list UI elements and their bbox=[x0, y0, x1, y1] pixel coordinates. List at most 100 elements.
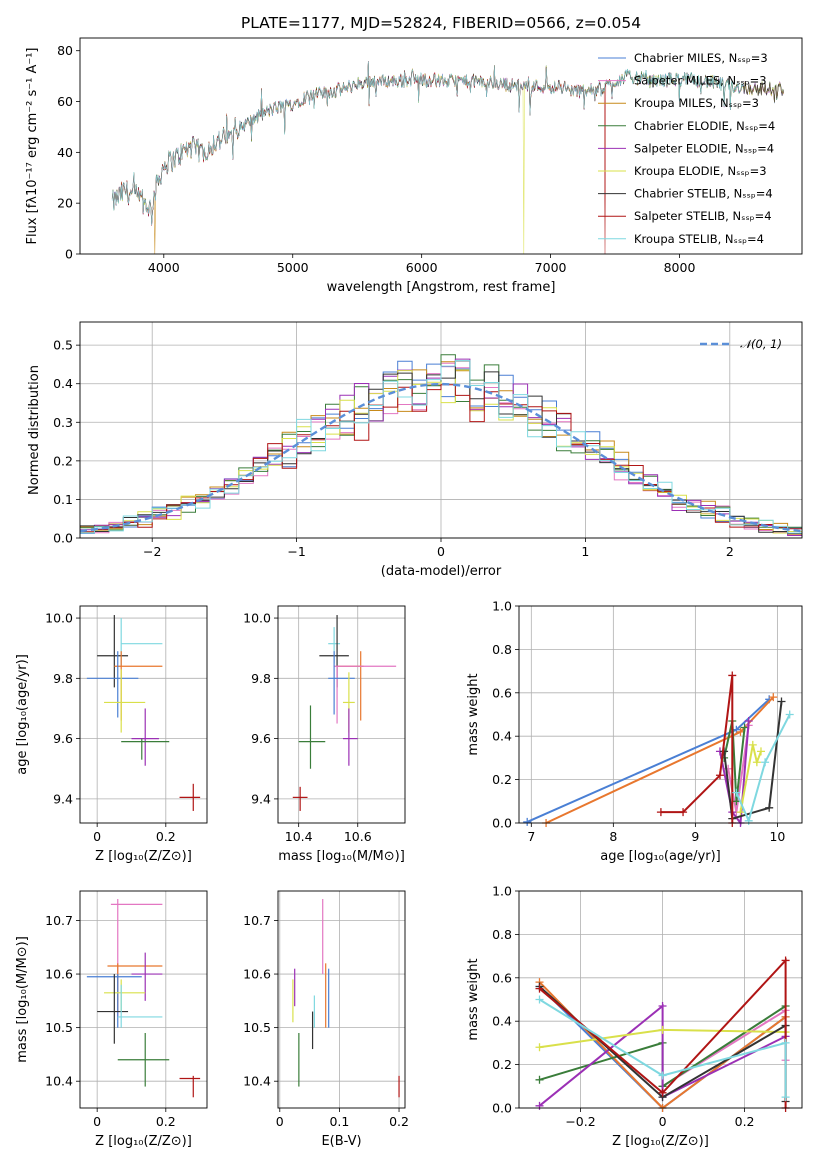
weight-marker bbox=[535, 995, 544, 1004]
weight-marker bbox=[744, 816, 753, 825]
residuals-axes: −2 −1 0 1 2 0.0 0.1 0.2 0.3 0.4 0.5 bbox=[53, 322, 802, 559]
weight-marker bbox=[658, 1071, 667, 1080]
y-tick-label: 10.5 bbox=[45, 1020, 73, 1035]
data-point bbox=[107, 963, 163, 1012]
x-tick-label: 0 bbox=[276, 1114, 284, 1129]
y-tick-label: 0.6 bbox=[492, 970, 512, 985]
x-tick-label: 7 bbox=[527, 829, 535, 844]
spectrum-series-line bbox=[111, 62, 784, 255]
x-axis-label: wavelength [Angstrom, rest frame] bbox=[327, 280, 556, 295]
x-axis-label: mass [log₁₀(M/M⊙)] bbox=[278, 849, 405, 864]
residual-histogram bbox=[80, 360, 802, 534]
y-tick-label: 1.0 bbox=[492, 884, 512, 899]
mass-vs-Z-points bbox=[86, 899, 201, 1098]
y-tick-label: 0.8 bbox=[492, 927, 512, 942]
y-axis-label: Flux [fλ10⁻¹⁷ erg cm⁻² s⁻¹ A⁻¹] bbox=[25, 48, 40, 245]
spectrum-axes: 4000 5000 6000 7000 8000 0 20 40 60 80 bbox=[57, 43, 695, 275]
x-tick-label: 0 bbox=[93, 829, 101, 844]
y-tick-label: 0.0 bbox=[53, 531, 73, 546]
y-tick-label: 10.7 bbox=[45, 913, 73, 928]
y-tick-label: 1.0 bbox=[492, 599, 512, 614]
y-axis-label: mass weight bbox=[466, 673, 481, 755]
x-tick-label: 9 bbox=[691, 829, 699, 844]
data-point bbox=[117, 984, 163, 1028]
weight-line bbox=[735, 714, 791, 824]
weight-line bbox=[723, 720, 746, 802]
weight-marker bbox=[736, 808, 745, 817]
legend-entry: 𝒩(0, 1) bbox=[740, 337, 782, 351]
weight-marker bbox=[761, 758, 770, 767]
weight-line bbox=[545, 696, 775, 824]
y-tick-label: 10.0 bbox=[243, 611, 271, 626]
x-tick-label: 8 bbox=[609, 829, 617, 844]
y-tick-label: 0.0 bbox=[492, 1101, 512, 1116]
legend-entry: Kroupa MILES, Nₛₛₚ=3 bbox=[634, 96, 759, 110]
y-tick-label: 0.2 bbox=[53, 453, 73, 468]
y-axis-label: mass [log₁₀(M/M⊙)] bbox=[15, 936, 30, 1063]
age-vs-mass-frame bbox=[277, 605, 406, 824]
mass-vs-Z-axes: 0 0.2 10.4 10.5 10.6 10.7 bbox=[45, 891, 207, 1129]
x-axis-label: E(B-V) bbox=[321, 1134, 361, 1149]
data-point bbox=[97, 615, 129, 688]
data-point bbox=[179, 783, 201, 811]
x-tick-label: 0 bbox=[659, 1114, 667, 1129]
y-tick-label: 60 bbox=[57, 94, 73, 109]
residual-histogram bbox=[80, 369, 802, 534]
y-tick-label: 10.4 bbox=[45, 1074, 73, 1089]
weight-marker bbox=[715, 771, 724, 780]
weight-marker bbox=[781, 1038, 790, 1047]
y-tick-label: 10.6 bbox=[45, 967, 73, 982]
y-tick-label: 9.8 bbox=[251, 671, 271, 686]
data-point bbox=[97, 974, 129, 1044]
x-tick-label: −1 bbox=[287, 544, 305, 559]
x-axis-label: age [log₁₀(age/yr)] bbox=[600, 849, 721, 864]
x-tick-label: 7000 bbox=[535, 260, 567, 275]
weight-marker bbox=[535, 1075, 544, 1084]
weight-vs-age-series bbox=[523, 671, 794, 827]
x-tick-label: 2 bbox=[726, 544, 734, 559]
y-tick-label: 20 bbox=[57, 196, 73, 211]
x-tick-label: 10 bbox=[769, 829, 785, 844]
weight-marker bbox=[752, 758, 761, 767]
weight-marker bbox=[535, 1043, 544, 1052]
y-tick-label: 9.6 bbox=[53, 731, 73, 746]
data-point bbox=[337, 651, 364, 721]
y-tick-label: 10.4 bbox=[243, 1074, 271, 1089]
spectrum-legend: Chabrier MILES, Nₛₛₚ=3 Salpeter MILES, Nₛ… bbox=[598, 51, 775, 246]
weight-series bbox=[542, 693, 778, 827]
weight-marker bbox=[781, 1093, 790, 1102]
y-tick-label: 10.7 bbox=[243, 913, 271, 928]
mass-vs-EBV-points bbox=[292, 899, 400, 1098]
age-vs-Z-frame bbox=[79, 605, 208, 824]
y-tick-label: 9.8 bbox=[53, 671, 73, 686]
x-tick-label: 10.6 bbox=[344, 829, 372, 844]
weight-marker bbox=[658, 1088, 667, 1097]
weight-line bbox=[739, 744, 762, 813]
legend-entry: Salpeter ELODIE, Nₛₛₚ=4 bbox=[634, 141, 774, 155]
age-vs-mass-points bbox=[292, 615, 397, 811]
weight-marker bbox=[658, 1002, 667, 1011]
y-tick-label: 10.6 bbox=[243, 967, 271, 982]
legend-entry: Salpeter STELIB, Nₛₛₚ=4 bbox=[634, 209, 772, 223]
data-point bbox=[120, 618, 163, 667]
weight-marker bbox=[535, 1101, 544, 1110]
x-tick-label: 8000 bbox=[664, 260, 696, 275]
y-tick-label: 10.0 bbox=[45, 611, 73, 626]
mass-vs-EBV-axes: 0 0.1 0.2 10.4 10.5 10.6 10.7 bbox=[243, 891, 409, 1129]
x-tick-label: −2 bbox=[143, 544, 161, 559]
weight-line bbox=[538, 957, 787, 1108]
x-tick-label: 10.4 bbox=[285, 829, 313, 844]
data-point bbox=[328, 651, 355, 715]
weight-marker bbox=[732, 797, 741, 806]
age-vs-mass-axes: 10.4 10.6 9.4 9.6 9.8 10.0 bbox=[243, 606, 405, 844]
data-point bbox=[121, 738, 170, 760]
y-tick-label: 80 bbox=[57, 43, 73, 58]
data-point bbox=[334, 665, 397, 724]
y-tick-label: 10.5 bbox=[243, 1020, 271, 1035]
weight-marker bbox=[728, 671, 737, 680]
x-tick-label: 0 bbox=[93, 1114, 101, 1129]
x-tick-label: 1 bbox=[581, 544, 589, 559]
mass-vs-Z-frame bbox=[79, 890, 208, 1109]
data-point bbox=[110, 899, 163, 1017]
